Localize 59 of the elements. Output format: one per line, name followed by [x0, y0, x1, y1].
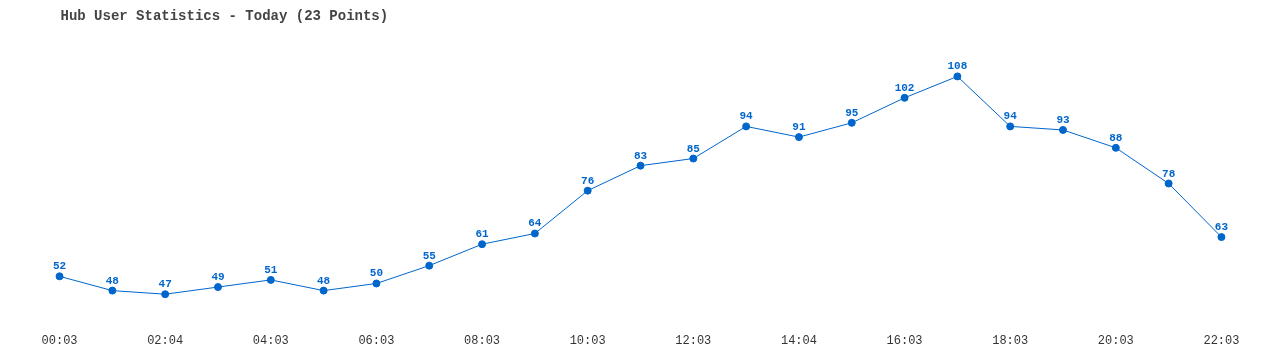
point: [1059, 125, 1068, 134]
point: [478, 240, 487, 249]
x-tick-label: 14:04: [780, 333, 817, 348]
x-tick-label: 22:03: [1203, 333, 1240, 348]
point: [530, 229, 539, 238]
x-tick-label: 02:04: [147, 333, 184, 348]
x-tick-label: 20:03: [1097, 333, 1134, 348]
point: [319, 286, 328, 295]
x-tick-label: 16:03: [886, 333, 923, 348]
data-label: 48: [105, 274, 120, 287]
point: [1217, 233, 1226, 242]
point: [425, 261, 434, 270]
x-tick-label: 08:03: [464, 333, 501, 348]
point: [1006, 122, 1015, 131]
point: [372, 279, 381, 288]
data-label: 85: [686, 142, 701, 155]
point: [636, 161, 645, 170]
data-label: 78: [1162, 167, 1176, 180]
data-label: 108: [947, 60, 968, 73]
data-label: 102: [894, 81, 915, 94]
data-label: 51: [264, 263, 278, 276]
x-tick-label: 12:03: [675, 333, 712, 348]
data-label: 83: [633, 149, 648, 162]
point: [794, 133, 803, 142]
chart-title: Hub User Statistics - Today (23 Points): [60, 7, 389, 24]
x-tick-label: 04:03: [252, 333, 289, 348]
data-label: 64: [528, 217, 542, 230]
point: [953, 72, 962, 81]
data-label: 63: [1214, 221, 1229, 234]
x-tick-label: 00:03: [41, 333, 78, 348]
point: [689, 154, 698, 163]
point: [847, 118, 856, 127]
data-label: 76: [581, 174, 595, 187]
point: [266, 275, 275, 284]
data-label: 95: [845, 106, 859, 119]
x-tick-label: 06:03: [358, 333, 395, 348]
data-label: 88: [1109, 131, 1123, 144]
data-label: 91: [792, 121, 806, 134]
data-label: 49: [211, 271, 225, 284]
data-label: 55: [422, 249, 437, 262]
point: [1164, 179, 1173, 188]
point: [161, 290, 170, 299]
x-tick-label: 10:03: [569, 333, 606, 348]
point: [583, 186, 592, 195]
point: [1111, 143, 1120, 152]
data-label: 61: [475, 228, 490, 241]
data-label: 48: [317, 274, 331, 287]
point: [108, 286, 117, 295]
point: [900, 93, 909, 102]
data-label: 50: [369, 267, 384, 280]
x-tick-label: 18:03: [992, 333, 1029, 348]
data-label: 93: [1056, 113, 1071, 126]
data-label: 94: [739, 110, 754, 123]
data-label: 94: [1003, 110, 1018, 123]
data-label: 52: [52, 260, 67, 273]
point: [742, 122, 751, 131]
data-label: 47: [158, 278, 172, 291]
point: [55, 272, 64, 281]
point: [213, 283, 222, 292]
